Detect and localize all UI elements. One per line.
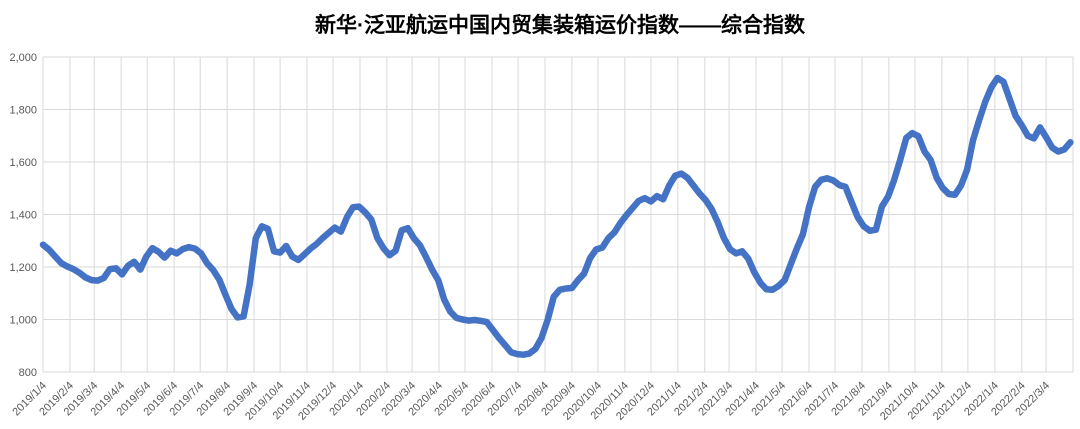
y-tick-label: 800 bbox=[19, 367, 37, 379]
chart-title: 新华·泛亚航运中国内贸集装箱运价指数——综合指数 bbox=[315, 13, 806, 37]
y-tick-label: 1,600 bbox=[9, 157, 37, 169]
y-tick-label: 1,000 bbox=[9, 315, 37, 327]
y-tick-label: 1,400 bbox=[9, 210, 37, 222]
y-tick-label: 1,800 bbox=[9, 105, 37, 117]
vertical-gridlines bbox=[42, 57, 1074, 372]
y-axis-labels: 800 1,000 1,200 1,400 1,600 1,800 2,000 bbox=[9, 52, 37, 379]
y-tick-label: 2,000 bbox=[9, 52, 37, 64]
composite-index-line bbox=[39, 74, 1074, 358]
x-axis-labels: 2019/1/42019/2/42019/3/42019/4/42019/5/4… bbox=[10, 380, 1052, 423]
horizontal-gridlines bbox=[43, 56, 1073, 373]
y-tick-label: 1,200 bbox=[9, 262, 37, 274]
